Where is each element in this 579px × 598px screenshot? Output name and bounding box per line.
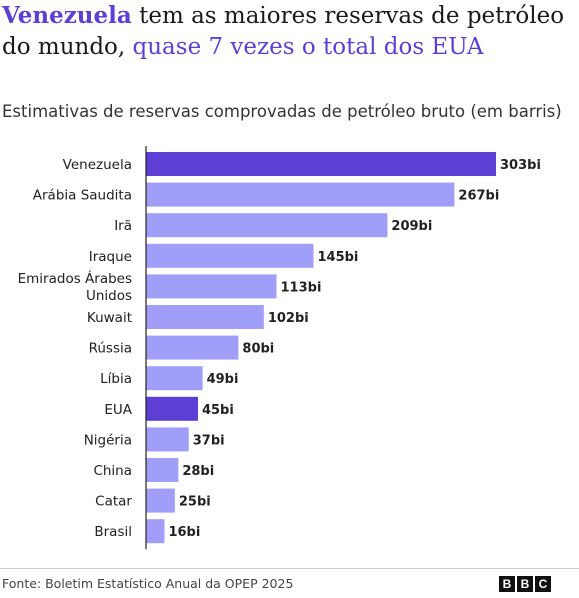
bar-chart: Venezuela 303bi Arábia Saudita 267bi Irã 209b… <box>18 146 541 550</box>
value-label: 16bi <box>168 525 200 540</box>
source-note: Fonte: Boletim Estatístico Anual da OPEP… <box>2 576 294 591</box>
category-label: Irã <box>114 218 132 234</box>
category-label: Venezuela <box>63 157 132 173</box>
bar <box>146 182 455 207</box>
bar <box>146 213 388 238</box>
chart-subtitle: Estimativas de reservas comprovadas de p… <box>2 102 562 121</box>
category-label: Emirados Árabes <box>18 270 132 287</box>
bbc-logo-letter: C <box>535 576 551 592</box>
title-middle: tem as maiores reservas de petróleo do m… <box>2 3 565 60</box>
category-label: China <box>93 463 132 479</box>
value-label: 303bi <box>500 158 541 173</box>
value-label: 45bi <box>202 403 234 418</box>
category-label: Catar <box>95 494 132 510</box>
category-label: Líbia <box>100 371 132 387</box>
value-label: 267bi <box>458 189 499 204</box>
bar <box>146 488 175 513</box>
category-label: Nigéria <box>84 432 132 448</box>
bar <box>146 458 179 482</box>
category-label: Brasil <box>94 524 132 540</box>
bar <box>146 274 277 299</box>
category-label: Unidos <box>86 288 132 304</box>
chart-title: Venezuela tem as maiores reservas de pet… <box>2 0 572 63</box>
bar <box>146 243 314 268</box>
category-label: Rússia <box>89 341 132 357</box>
footer-divider <box>0 568 579 569</box>
bar <box>146 335 239 360</box>
bar <box>146 396 198 421</box>
bbc-logo: B B C <box>499 576 551 592</box>
value-label: 80bi <box>242 342 274 357</box>
bbc-logo-letter: B <box>499 576 515 592</box>
category-label: Arábia Saudita <box>33 188 132 204</box>
bar <box>146 305 264 329</box>
bar <box>146 366 203 391</box>
value-label: 113bi <box>281 280 322 295</box>
value-label: 145bi <box>317 250 358 265</box>
value-label: 28bi <box>182 464 214 479</box>
bar <box>146 427 189 452</box>
category-label: Iraque <box>89 249 132 265</box>
category-label: Kuwait <box>87 310 132 326</box>
title-highlight-venezuela: Venezuela <box>2 2 132 29</box>
value-label: 25bi <box>179 495 211 510</box>
title-highlight-usa: quase 7 vezes o total dos EUA <box>132 34 484 60</box>
bbc-logo-letter: B <box>517 576 533 592</box>
value-label: 102bi <box>268 311 309 326</box>
bar <box>146 152 496 176</box>
value-label: 37bi <box>193 433 225 448</box>
value-label: 209bi <box>391 219 432 234</box>
category-label: EUA <box>104 402 132 418</box>
bar <box>146 519 165 544</box>
value-label: 49bi <box>207 372 239 387</box>
